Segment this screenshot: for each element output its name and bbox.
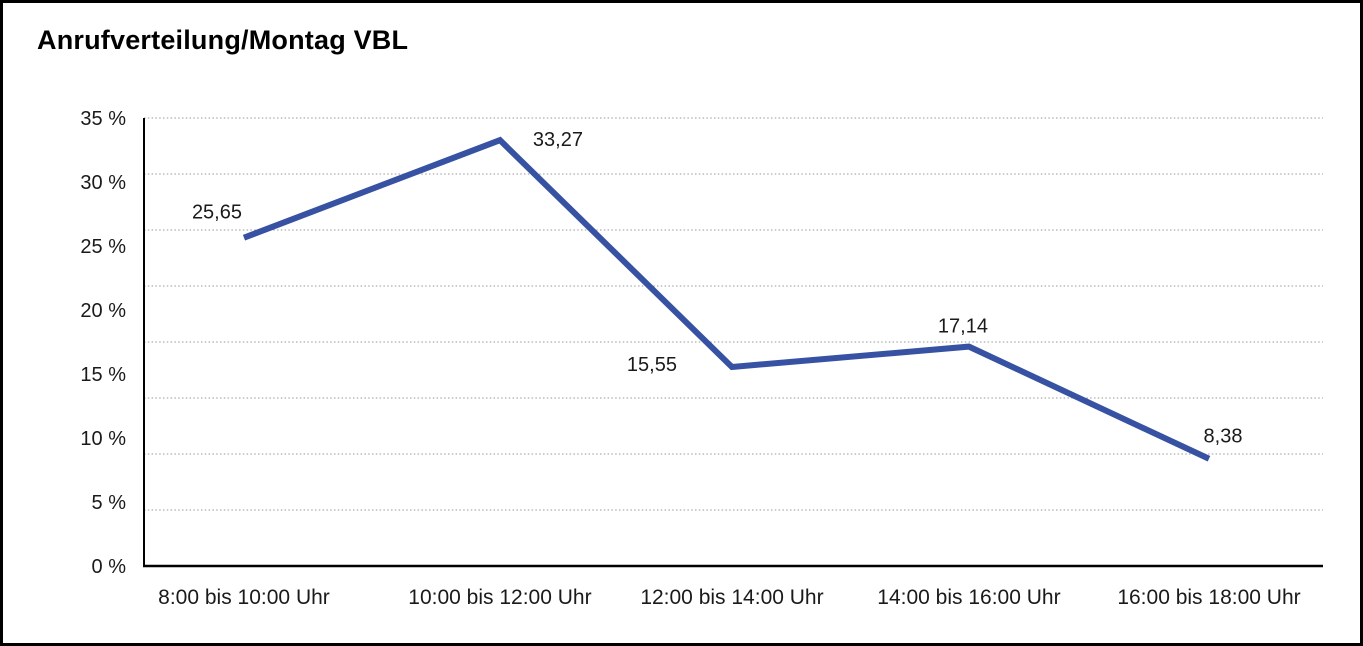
y-tick-label: 0 % [92,556,127,578]
y-tick-label: 30 % [80,172,126,194]
x-tick-label: 12:00 bis 14:00 Uhr [640,586,823,609]
chart-title: Anrufverteilung/Montag VBL [37,25,409,55]
x-tick-label: 8:00 bis 10:00 Uhr [158,586,330,609]
data-line [242,136,1211,462]
y-tick-label: 25 % [80,236,126,258]
x-tick-label: 10:00 bis 12:00 Uhr [408,586,591,609]
data-label: 25,65 [192,202,242,224]
y-tick-label: 15 % [80,364,126,386]
x-tick-label: 14:00 bis 16:00 Uhr [877,586,1060,609]
y-tick-label: 20 % [80,300,126,322]
data-label: 33,27 [533,129,583,151]
data-label: 15,55 [627,354,677,376]
x-tick-label: 16:00 bis 18:00 Uhr [1117,586,1300,609]
y-tick-label: 5 % [92,492,127,514]
y-tick-label: 35 % [80,108,126,130]
y-tick-label: 10 % [80,428,126,450]
data-label: 8,38 [1204,426,1243,448]
data-label: 17,14 [938,316,988,338]
